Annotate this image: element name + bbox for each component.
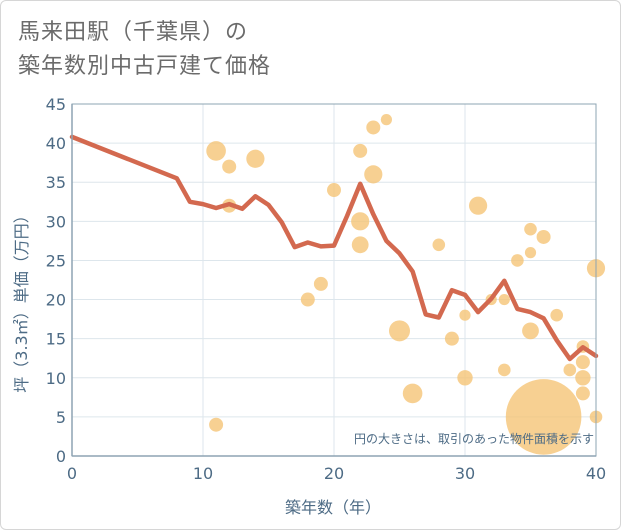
data-bubble — [366, 120, 381, 135]
data-bubble — [444, 331, 459, 346]
data-bubble — [575, 370, 591, 386]
data-bubble — [498, 363, 511, 377]
y-tick-label: 40 — [46, 134, 66, 153]
y-tick-label: 5 — [56, 408, 66, 427]
data-bubble — [563, 363, 577, 377]
tick-labels: 0 5 10 15 20 25 30 35 40 45 0 10 20 30 40 — [46, 95, 607, 483]
bubble-layer — [206, 114, 606, 455]
data-bubble — [351, 212, 370, 231]
x-axis-label: 築年数（年） — [285, 498, 381, 517]
data-bubble — [432, 238, 446, 252]
data-bubble — [457, 370, 473, 386]
data-bubble — [327, 183, 341, 198]
data-bubble — [246, 149, 265, 168]
chart-title-line-1: 馬来田駅（千葉県）の — [18, 20, 249, 45]
data-bubble — [469, 196, 488, 215]
y-tick-label: 35 — [46, 173, 66, 192]
data-bubble — [505, 379, 582, 455]
data-bubble — [511, 254, 524, 267]
x-tick-label: 40 — [586, 464, 606, 483]
data-bubble — [351, 236, 369, 254]
data-bubble — [524, 222, 537, 236]
x-tick-label: 10 — [193, 464, 213, 483]
y-axis-label: 坪（3.3㎡）単価（万円） — [12, 207, 31, 392]
y-tick-label: 45 — [46, 95, 66, 114]
data-bubble — [222, 159, 237, 174]
data-bubble — [380, 114, 392, 126]
data-bubble — [522, 322, 539, 340]
y-tick-label: 30 — [46, 212, 66, 231]
axes — [71, 103, 597, 457]
x-tick-label: 20 — [324, 464, 344, 483]
data-bubble — [313, 276, 328, 291]
data-bubble — [209, 417, 224, 432]
y-tick-label: 25 — [46, 251, 66, 270]
data-bubble — [364, 165, 383, 184]
line-layer — [69, 134, 599, 362]
data-bubble — [300, 292, 315, 307]
size-annotation: 円の大きさは、取引のあった物件面積を示す — [354, 431, 594, 446]
x-tick-label: 0 — [67, 464, 77, 483]
y-tick-label: 20 — [46, 291, 66, 310]
data-bubble — [206, 141, 226, 161]
average-price-line — [69, 134, 599, 362]
data-bubble — [389, 320, 410, 342]
data-bubble — [536, 229, 551, 244]
x-tick-label: 30 — [455, 464, 475, 483]
data-bubble — [575, 386, 590, 401]
data-bubble — [498, 293, 510, 306]
y-tick-label: 10 — [46, 369, 66, 388]
data-bubble — [402, 383, 423, 404]
data-bubble — [550, 308, 563, 322]
y-tick-label: 0 — [56, 447, 66, 466]
data-bubble — [575, 355, 590, 370]
data-bubble — [353, 143, 368, 158]
data-bubble — [459, 309, 471, 321]
chart-title: 馬来田駅（千葉県）の 築年数別中古戸建て価格 — [18, 16, 271, 84]
y-tick-label: 15 — [46, 330, 66, 349]
chart-title-line-2: 築年数別中古戸建て価格 — [18, 54, 272, 79]
data-bubble — [524, 247, 537, 259]
